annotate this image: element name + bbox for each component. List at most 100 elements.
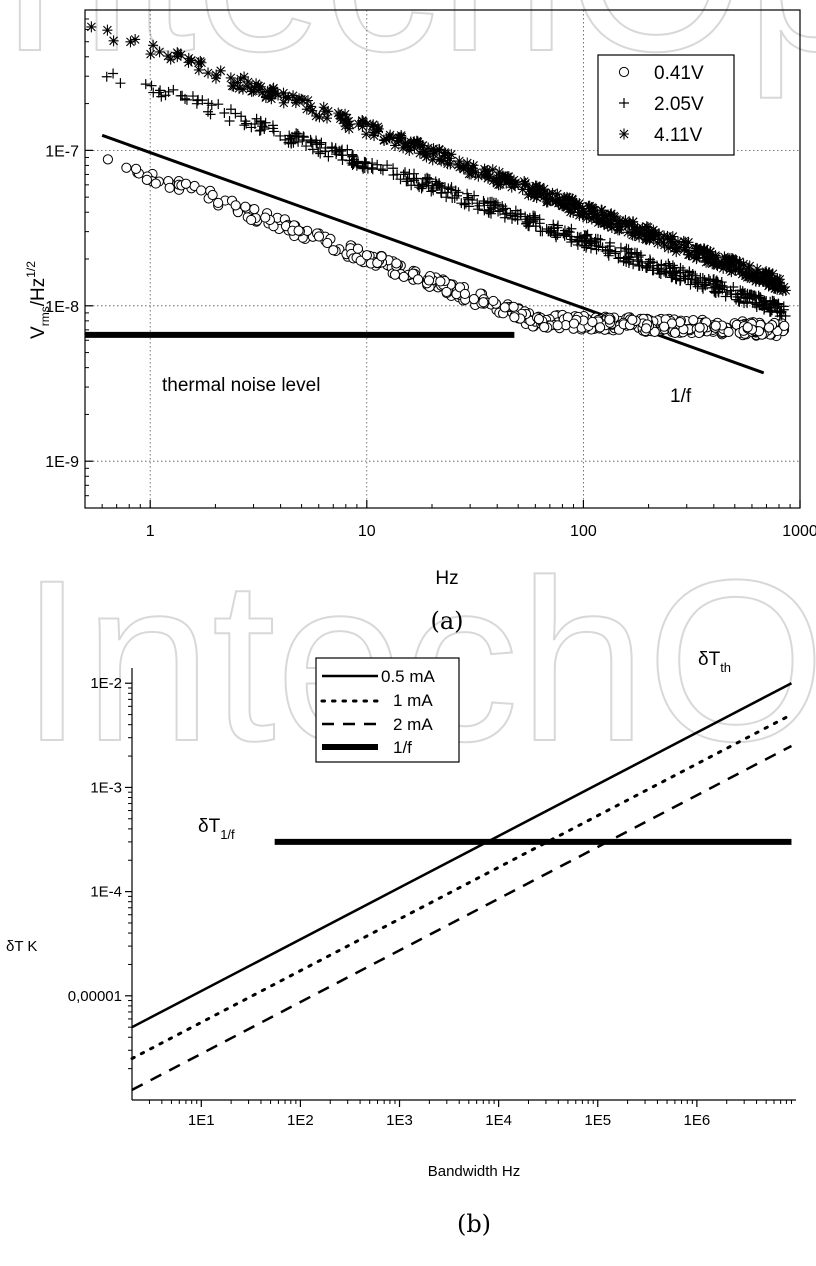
point-1-484: [408, 173, 419, 184]
point-2-349: [463, 163, 474, 175]
series-line-solid: [131, 682, 793, 1029]
point-1-511: [524, 215, 535, 226]
x-tick-label-2: 100: [570, 523, 597, 540]
point-1-258: [206, 100, 217, 111]
point-1-215: [115, 78, 126, 89]
point-1-341: [666, 272, 677, 283]
point-1-496: [546, 225, 557, 236]
point-2-496: [278, 97, 289, 109]
point-2-425: [719, 259, 730, 271]
point-1-488: [402, 176, 413, 187]
point-2-406: [628, 216, 639, 228]
point-2-277: [654, 233, 665, 245]
legend-b-label-0: 0.5 mA: [381, 667, 436, 686]
point-2-443: [581, 212, 592, 224]
point-0-517: [352, 243, 364, 254]
point-2-326: [125, 36, 136, 48]
point-1-517: [219, 108, 230, 119]
point-1-345: [667, 260, 678, 271]
point-2-456: [565, 206, 576, 218]
point-2-274: [186, 55, 197, 67]
point-2-434: [497, 170, 508, 182]
point-1-417: [168, 84, 179, 95]
point-2-215: [278, 87, 289, 99]
point-2-92: [390, 139, 401, 151]
point-2-270: [536, 188, 547, 200]
point-2-151: [470, 167, 481, 179]
point-0-326: [468, 294, 480, 305]
point-2-257: [400, 137, 411, 149]
point-2-83: [249, 82, 260, 94]
point-1-347: [486, 208, 497, 219]
point-1-480: [572, 236, 583, 247]
point-2-493: [725, 261, 736, 273]
point-1-360: [553, 220, 564, 231]
point-2-301: [428, 143, 439, 155]
point-1-498: [292, 128, 303, 139]
point-2-378: [763, 280, 774, 292]
point-1-411: [462, 188, 473, 199]
point-2-468: [652, 237, 663, 249]
point-2-499: [670, 241, 681, 253]
point-2-514: [594, 215, 605, 227]
point-2-354: [523, 189, 534, 201]
point-1-388: [372, 159, 383, 170]
point-2-491: [344, 123, 355, 135]
b-x-tick-label-2: 1E3: [386, 1112, 413, 1129]
b-y-tick-label-2: 1E-3: [90, 779, 122, 796]
legend-label-0: 0.41V: [654, 63, 704, 84]
point-0-445: [391, 258, 402, 269]
point-1-439: [377, 165, 388, 176]
point-1-398: [320, 146, 331, 157]
point-1-424: [280, 134, 291, 145]
point-2-476: [405, 136, 416, 148]
point-1-148: [621, 243, 632, 254]
point-0-519: [641, 323, 652, 334]
point-1-479: [581, 240, 592, 251]
point-1-281: [452, 190, 462, 201]
point-1-117: [301, 141, 312, 152]
point-1-478: [441, 192, 452, 203]
point-2-291: [482, 165, 493, 177]
point-1-513: [291, 131, 302, 142]
point-1-418: [442, 187, 453, 198]
point-2-467: [502, 173, 513, 185]
b-x-tick-label-5: 1E6: [684, 1112, 711, 1129]
svg-text:Vrms/Hz1/2: Vrms/Hz1/2: [24, 261, 52, 339]
point-2-483: [210, 72, 221, 84]
point-2-484: [578, 205, 589, 217]
chart-a-legend: 0.41V 2.05V 4.11V: [597, 54, 735, 156]
point-2-469: [172, 47, 183, 59]
point-2-304: [749, 270, 760, 282]
point-2-464: [541, 196, 552, 208]
point-1-224: [699, 279, 710, 290]
legend-marker-plus: [619, 98, 629, 108]
point-2-517: [747, 271, 758, 283]
point-2-463: [620, 219, 631, 231]
point-1-357: [615, 252, 626, 263]
point-2-63: [148, 39, 159, 51]
point-2-296: [453, 159, 464, 171]
point-2-148: [385, 129, 396, 141]
point-1-452: [344, 155, 355, 166]
point-2-501: [417, 140, 428, 152]
point-1-7: [239, 120, 250, 131]
point-1-483: [359, 163, 370, 174]
chart-a: 1 10 100 1000 1E-9 1E-8 1E-7 0.41V 2.05V 4.11V…: [24, 9, 816, 589]
point-2-400: [344, 118, 355, 130]
series-circle: [102, 154, 790, 342]
point-0-464: [509, 312, 520, 323]
point-1-446: [305, 134, 316, 145]
chart-b: 1E1 1E2 1E3 1E4 1E5 1E6 0,00001 1E-4 1E-3 1E-2 0.…: [6, 649, 796, 1180]
point-2-506: [646, 229, 657, 241]
point-2-500: [506, 181, 517, 193]
point-2-238: [766, 274, 777, 286]
point-0-506: [412, 274, 424, 285]
point-1-438: [436, 188, 447, 199]
point-2-462: [752, 263, 763, 275]
point-1-390: [423, 180, 434, 191]
chart-b-legend: 0.5 mA 1 mA 2 mA 1/f: [315, 657, 460, 763]
point-0-480: [230, 200, 241, 211]
point-2-118: [251, 78, 262, 90]
b-x-tick-label-4: 1E5: [584, 1112, 611, 1129]
